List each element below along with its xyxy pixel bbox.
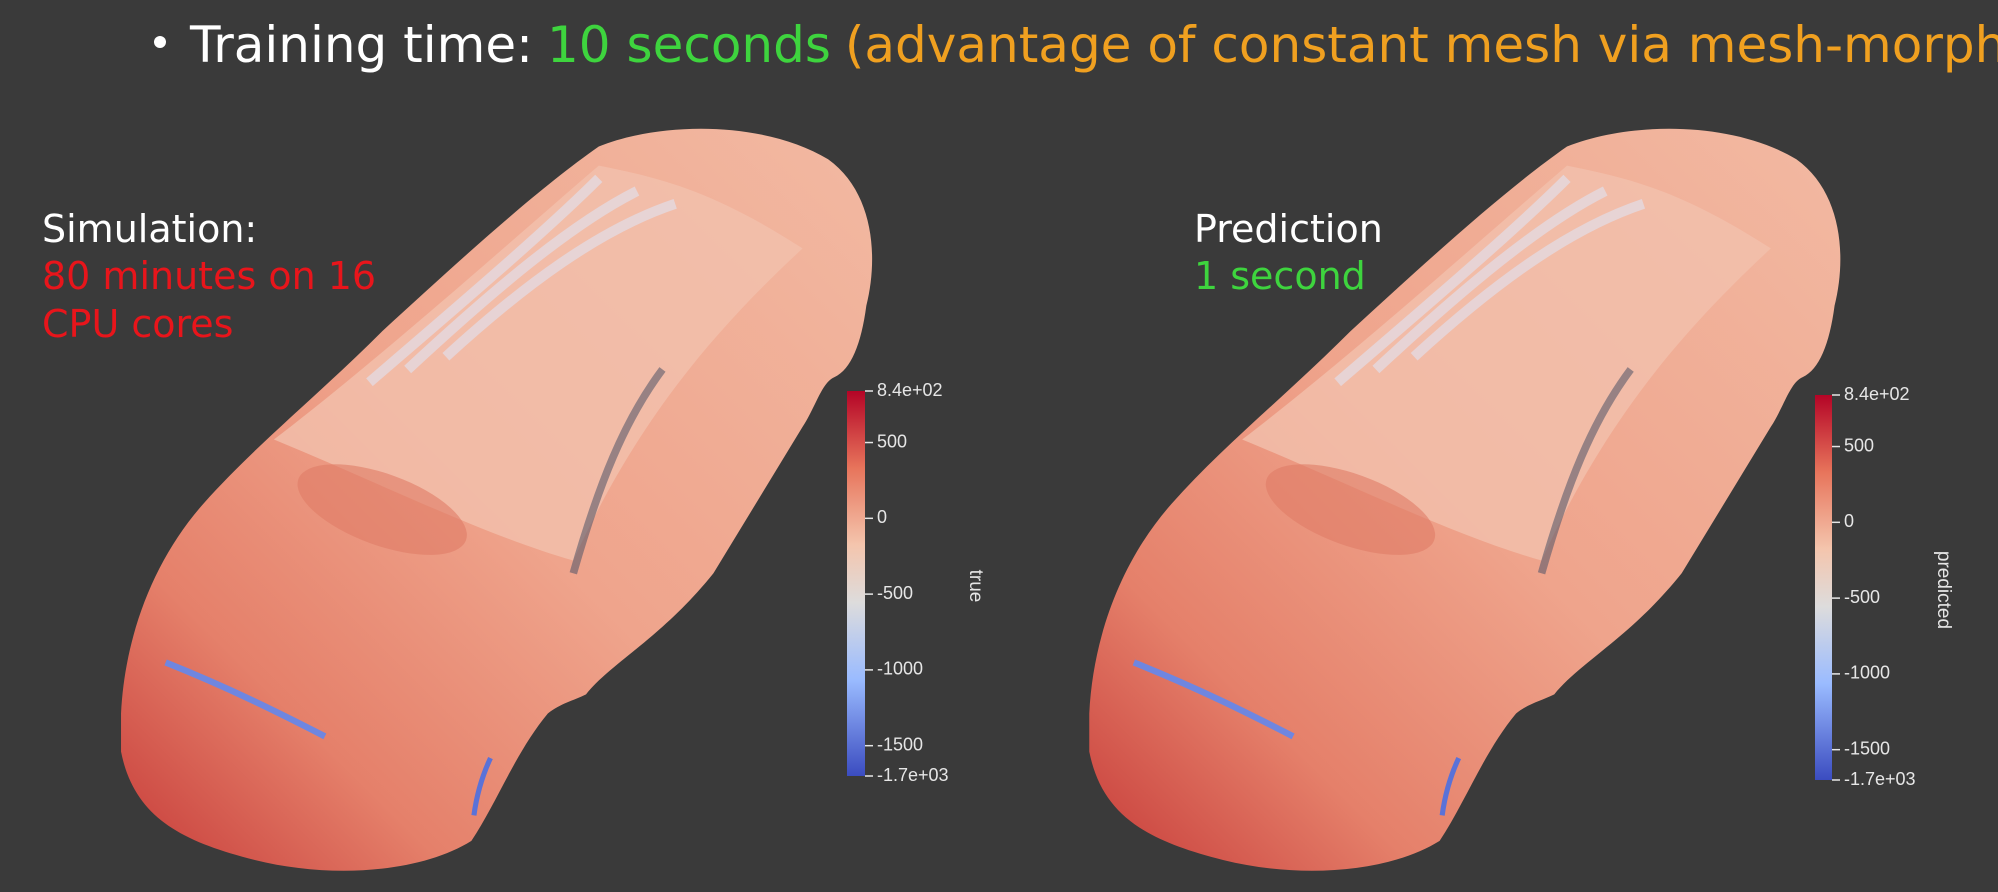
panel-heading: Prediction — [1194, 207, 1383, 251]
colorbar-title: predicted — [1933, 551, 1954, 629]
colorbar-tick-label: 8.4e+02 — [1844, 384, 1910, 404]
colorbar-tick-label: -500 — [877, 583, 913, 603]
colorbar-tick-label: 0 — [1844, 511, 1854, 531]
colorbar-tick-label: -500 — [1844, 587, 1880, 607]
colorbar-tick-label: 500 — [1844, 435, 1874, 455]
colorbar — [847, 391, 865, 776]
colorbar-tick-label: 0 — [877, 507, 887, 527]
panel-line: 1 second — [1194, 254, 1366, 298]
bullet — [154, 36, 166, 48]
colorbar — [1815, 395, 1832, 780]
colorbar-tick-label: 8.4e+02 — [877, 380, 943, 400]
panel-heading: Simulation: — [42, 207, 257, 251]
colorbar-title: true — [965, 570, 986, 603]
colorbar-tick-label: -1500 — [877, 734, 923, 754]
colorbar-tick-label: -1.7e+03 — [1844, 769, 1916, 789]
colorbar-tick-label: -1500 — [1844, 738, 1890, 758]
bullet-label: Training time: — [189, 16, 533, 74]
bullet-highlight: 10 seconds — [547, 16, 831, 74]
colorbar-tick-label: -1000 — [1844, 663, 1890, 683]
colorbar-tick-label: -1000 — [877, 659, 923, 679]
panel-line: 80 minutes on 16 — [42, 254, 376, 298]
bullet-text: Training time: 10 seconds (advantage of co… — [189, 16, 1998, 74]
colorbar-tick-label: 500 — [877, 431, 907, 451]
panel-line: CPU cores — [42, 302, 233, 346]
colorbar-tick-label: -1.7e+03 — [877, 765, 949, 785]
bullet-note: (advantage of constant mesh via mesh-mor… — [845, 16, 1998, 74]
